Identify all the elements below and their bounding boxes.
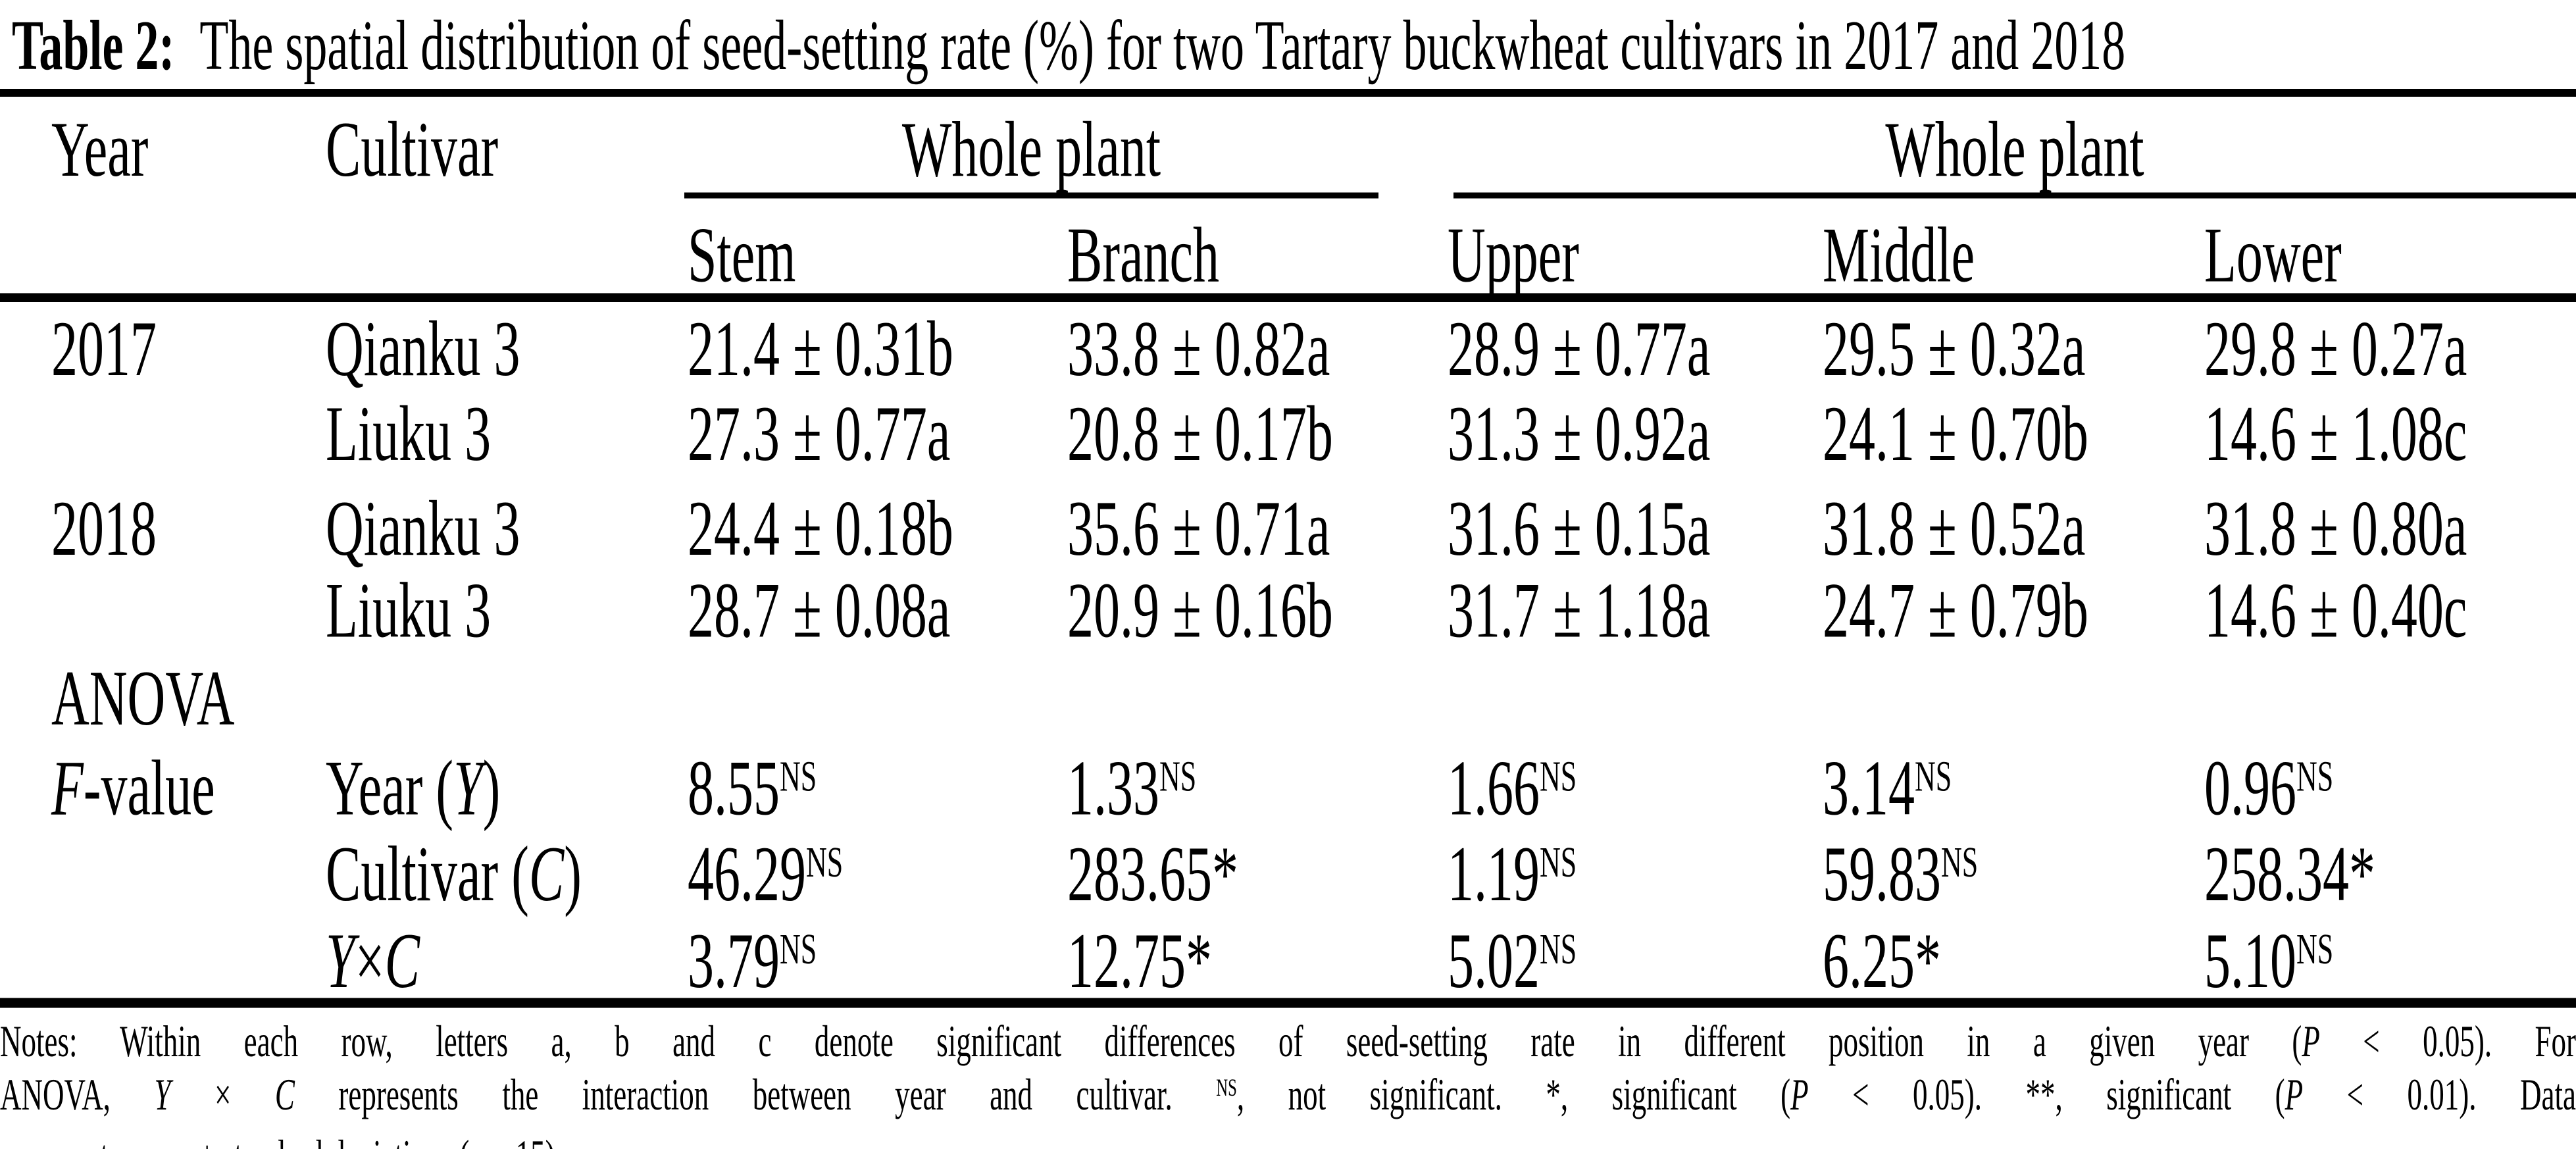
cell-stem-value: 21.4 ± 0.31b — [688, 306, 953, 393]
anova-factor: Y×C — [326, 918, 420, 1005]
italic-y: Y — [154, 1070, 171, 1119]
anova-lower-value: 0.96NS — [2204, 745, 2334, 832]
cell-cultivar: Liuku 3 — [326, 391, 492, 478]
table-caption: Table 2: The spatial distribution of seed… — [12, 4, 2125, 87]
ns-superscript: NS — [2296, 925, 2334, 973]
ns-superscript: NS — [1216, 1075, 1237, 1102]
table-notes: Notes: Within each row, letters a, b and… — [0, 1015, 2576, 1149]
cell-cultivar: Liuku 3 — [326, 567, 492, 655]
anova-lower-value: 258.34* — [2204, 831, 2375, 918]
col-header-year: Year — [51, 107, 149, 193]
cell-upper-value: 31.3 ± 0.92a — [1448, 391, 1711, 478]
rule-top — [0, 89, 2576, 97]
cell-branch-value: 33.8 ± 0.82a — [1067, 306, 1330, 393]
anova-middle-value: 6.25* — [1823, 918, 1941, 1005]
ns-superscript: NS — [806, 838, 844, 886]
cell-year: 2017 — [51, 306, 157, 393]
anova-branch-value: 1.33NS — [1067, 745, 1197, 832]
cell-middle-value: 24.7 ± 0.79b — [1823, 567, 2088, 655]
cell-stem-value: 27.3 ± 0.77a — [688, 391, 951, 478]
cell-lower-value: 29.8 ± 0.27a — [2204, 306, 2467, 393]
italic-p: P — [2285, 1070, 2304, 1119]
anova-lower-value: 5.10NS — [2204, 918, 2334, 1005]
col-header-middle: Middle — [1823, 212, 1975, 299]
col-header-stem: Stem — [688, 212, 796, 299]
anova-middle-value: 3.14NS — [1823, 745, 1952, 832]
ns-superscript: NS — [780, 925, 817, 973]
italic-p: P — [1790, 1070, 1809, 1119]
ns-superscript: NS — [1159, 752, 1197, 801]
cell-stem-value: 24.4 ± 0.18b — [688, 486, 953, 573]
anova-branch-value: 12.75* — [1067, 918, 1212, 1005]
ns-superscript: NS — [780, 752, 817, 801]
anova-stem-value: 8.55NS — [688, 745, 817, 832]
cell-cultivar: Qianku 3 — [326, 486, 520, 573]
ns-superscript: NS — [1941, 838, 1979, 886]
notes-line-1: Notes: Within each row, letters a, b and… — [0, 1017, 2576, 1066]
cell-middle-value: 31.8 ± 0.52a — [1823, 486, 2086, 573]
anova-upper-value: 1.66NS — [1448, 745, 1577, 832]
table-caption-number: Table 2: — [12, 6, 175, 85]
rule-bottom — [0, 998, 2576, 1008]
fvalue-label-rest: -value — [83, 745, 215, 832]
ns-superscript: NS — [1540, 925, 1577, 973]
cell-year: 2018 — [51, 486, 157, 573]
anova-label: ANOVA — [51, 655, 235, 742]
col-header-upper: Upper — [1448, 212, 1579, 299]
col-header-group-whole-plant-1: Whole plant — [901, 107, 1161, 193]
anova-upper-value: 1.19NS — [1448, 831, 1577, 918]
anova-branch-value: 283.65* — [1067, 831, 1238, 918]
rule-header-bottom — [0, 293, 2576, 302]
cell-lower-value: 14.6 ± 1.08c — [2204, 391, 2467, 478]
ns-superscript: NS — [1915, 752, 1952, 801]
cell-branch-value: 20.8 ± 0.17b — [1067, 391, 1333, 478]
cell-upper-value: 28.9 ± 0.77a — [1448, 306, 1711, 393]
cell-upper-value: 31.7 ± 1.18a — [1448, 567, 1711, 655]
anova-upper-value: 5.02NS — [1448, 918, 1577, 1005]
cell-middle-value: 24.1 ± 0.70b — [1823, 391, 2088, 478]
cell-cultivar: Qianku 3 — [326, 306, 520, 393]
cell-upper-value: 31.6 ± 0.15a — [1448, 486, 1711, 573]
fvalue-label: F-value — [51, 748, 215, 830]
col-header-branch: Branch — [1067, 212, 1220, 299]
anova-middle-value: 59.83NS — [1823, 831, 1979, 918]
rule-group1-underline — [684, 192, 1378, 199]
cell-middle-value: 29.5 ± 0.32a — [1823, 306, 2086, 393]
rule-group2-underline — [1453, 192, 2576, 199]
fvalue-label-italic: F — [51, 745, 84, 832]
col-header-lower: Lower — [2204, 212, 2342, 299]
cell-stem-value: 28.7 ± 0.08a — [688, 567, 951, 655]
anova-factor: Year (Y) — [326, 745, 501, 832]
anova-factor: Cultivar (C) — [326, 831, 582, 918]
cell-branch-value: 20.9 ± 0.16b — [1067, 567, 1333, 655]
italic-p: P — [2302, 1017, 2320, 1066]
notes-line-3: represent means ± standard deviations (n… — [0, 1129, 2576, 1149]
ns-superscript: NS — [2296, 752, 2334, 801]
anova-stem-value: 3.79NS — [688, 918, 817, 1005]
ns-superscript: NS — [1540, 838, 1577, 886]
col-header-cultivar: Cultivar — [326, 107, 499, 193]
ns-superscript: NS — [1540, 752, 1577, 801]
cell-lower-value: 31.8 ± 0.80a — [2204, 486, 2467, 573]
table-caption-text: The spatial distribution of seed-setting… — [199, 6, 2126, 85]
cell-branch-value: 35.6 ± 0.71a — [1067, 486, 1330, 573]
notes-line-2: ANOVA, Y × C represents the interaction … — [0, 1070, 2576, 1119]
cell-lower-value: 14.6 ± 0.40c — [2204, 567, 2467, 655]
italic-c: C — [274, 1070, 295, 1119]
anova-stem-value: 46.29NS — [688, 831, 844, 918]
col-header-group-whole-plant-2: Whole plant — [1885, 107, 2144, 193]
